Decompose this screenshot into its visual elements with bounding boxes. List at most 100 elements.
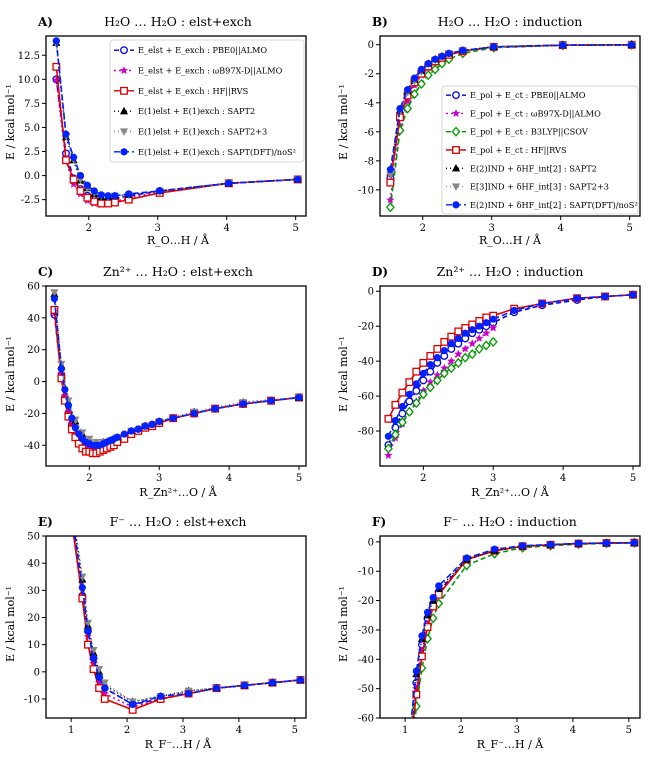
data-point [396, 104, 404, 113]
y-tick-label: -60 [358, 392, 374, 403]
data-point [423, 608, 432, 616]
x-axis-label: R_Zn²⁺…O / Å [471, 485, 549, 499]
data-point [125, 190, 133, 198]
legend-box [441, 85, 639, 215]
data-point [411, 701, 421, 712]
panel-label: D) [372, 265, 388, 279]
legend-marker [451, 109, 461, 118]
y-tick-label: 60 [27, 282, 40, 293]
y-tick-label: -30 [358, 625, 374, 636]
plot-frame [379, 535, 641, 719]
x-tick-label: 3 [514, 725, 520, 736]
x-tick-label: 5 [292, 725, 298, 736]
x-tick-label: 3 [490, 473, 496, 484]
data-point [482, 319, 490, 327]
data-point [141, 422, 149, 430]
series-line [53, 312, 300, 451]
data-point [488, 336, 498, 348]
data-point [407, 721, 414, 728]
x-tick-label: 4 [236, 725, 242, 736]
data-point [412, 690, 421, 699]
data-point [403, 86, 412, 94]
y-tick-label: -50 [358, 684, 374, 695]
data-point [438, 52, 446, 60]
data-point [419, 376, 428, 385]
data-point [84, 627, 92, 635]
data-point [419, 369, 427, 377]
data-point [386, 195, 395, 204]
data-point [57, 365, 65, 373]
y-tick-label: 0 [368, 40, 374, 51]
data-point [431, 55, 439, 63]
x-tick-label: 2 [86, 473, 92, 484]
data-point [489, 315, 497, 323]
plot-frame [45, 285, 307, 467]
data-point [435, 582, 443, 590]
data-point [403, 103, 413, 114]
data-point [489, 323, 498, 332]
data-point [71, 424, 79, 432]
legend-marker [120, 46, 128, 55]
series-line [411, 541, 635, 718]
data-point [89, 654, 98, 662]
data-point [574, 539, 583, 547]
data-point [538, 299, 546, 308]
data-point [446, 363, 456, 374]
legend-entry: E_pol + E_ct : B3LYP||CSOV [470, 127, 589, 137]
data-point [474, 343, 484, 354]
series-line [73, 536, 301, 706]
x-tick-label: 1 [402, 725, 408, 736]
data-point [111, 192, 119, 200]
x-axis-label: R_Zn²⁺…O / Å [139, 485, 217, 499]
panel-d: D) Zn²⁺ … H₂O : induction E / kcal mol⁻¹… [337, 264, 641, 499]
data-point [101, 684, 109, 692]
data-point [573, 294, 581, 302]
y-tick-label: -60 [358, 714, 374, 725]
y-tick-label: 0 [34, 377, 40, 388]
y-tick-label: 30 [27, 586, 40, 597]
series-line [387, 341, 494, 449]
data-point [111, 198, 119, 207]
data-point [468, 326, 476, 334]
data-point [296, 676, 305, 684]
chart-title: Zn²⁺ … H₂O : elst+exch [103, 264, 253, 279]
y-tick-label: 10.0 [18, 75, 40, 86]
data-point [447, 332, 456, 341]
series-line [414, 541, 635, 718]
series-line [53, 309, 300, 455]
data-point [433, 354, 441, 362]
y-tick-label: -10 [24, 694, 40, 705]
x-tick-label: 5 [630, 473, 636, 484]
data-point [459, 46, 467, 55]
y-tick-label: 7.5 [24, 99, 40, 110]
y-tick-label: -40 [358, 357, 374, 368]
data-point [410, 88, 419, 100]
data-point [90, 187, 98, 195]
data-point [104, 199, 113, 208]
data-point [294, 175, 302, 184]
data-point [50, 289, 59, 297]
data-point [461, 329, 469, 337]
data-point [462, 560, 472, 571]
data-point [62, 130, 70, 138]
data-point [454, 334, 462, 343]
y-tick-label: 10 [27, 640, 40, 651]
data-point [426, 367, 435, 376]
data-point [468, 339, 477, 348]
data-point [50, 295, 58, 303]
plot-frame [45, 535, 307, 719]
data-point [68, 514, 75, 521]
data-point [429, 594, 437, 602]
panel-label: F) [372, 515, 386, 529]
y-tick-label: -40 [24, 441, 40, 452]
chart-title: H₂O … H₂O : induction [438, 14, 583, 29]
y-tick-label: 12.5 [18, 51, 40, 62]
y-tick-label: -20 [24, 409, 40, 420]
plot-frame [45, 35, 307, 217]
data-point [67, 500, 74, 507]
y-tick-label: -20 [358, 322, 374, 333]
data-point [134, 425, 142, 433]
y-tick-label: 50 [27, 532, 40, 543]
data-point [148, 420, 156, 429]
